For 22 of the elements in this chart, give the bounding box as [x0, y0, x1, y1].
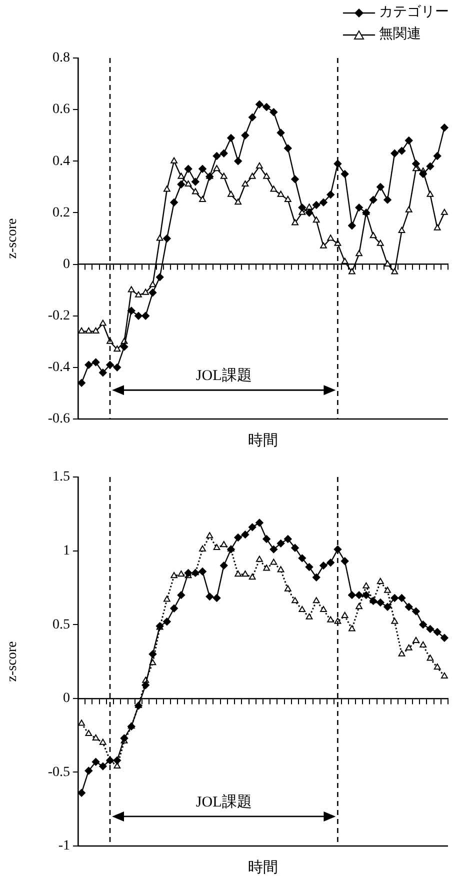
y-tick-label: 1 [63, 543, 70, 558]
annotation: JOL課題 [196, 367, 252, 384]
x-axis-title: 時間 [248, 859, 278, 876]
annotation: JOL課題 [196, 793, 252, 810]
y-tick-label: 0 [63, 691, 70, 706]
y-axis-title: z-score [5, 641, 20, 682]
legend-label: カテゴリー [379, 4, 449, 22]
y-tick-label: -0.4 [48, 360, 70, 376]
y-tick-label: 0.8 [52, 50, 70, 66]
y-tick-label: 0 [63, 256, 70, 272]
y-tick-label: 0.6 [52, 102, 70, 118]
y-tick-label: 0.2 [52, 205, 70, 220]
legend-label: 無関連 [379, 26, 421, 44]
y-axis-title: z-score [5, 218, 20, 259]
y-tick-label: -1 [58, 838, 70, 854]
y-tick-label: -0.5 [48, 764, 70, 780]
y-tick-label: -0.2 [48, 308, 70, 324]
y-tick-label: -0.6 [48, 412, 70, 427]
y-tick-label: 0.5 [52, 617, 70, 632]
y-tick-label: 1.5 [52, 470, 70, 485]
x-axis-title: 時間 [248, 432, 278, 449]
y-tick-label: 0.4 [52, 154, 70, 169]
